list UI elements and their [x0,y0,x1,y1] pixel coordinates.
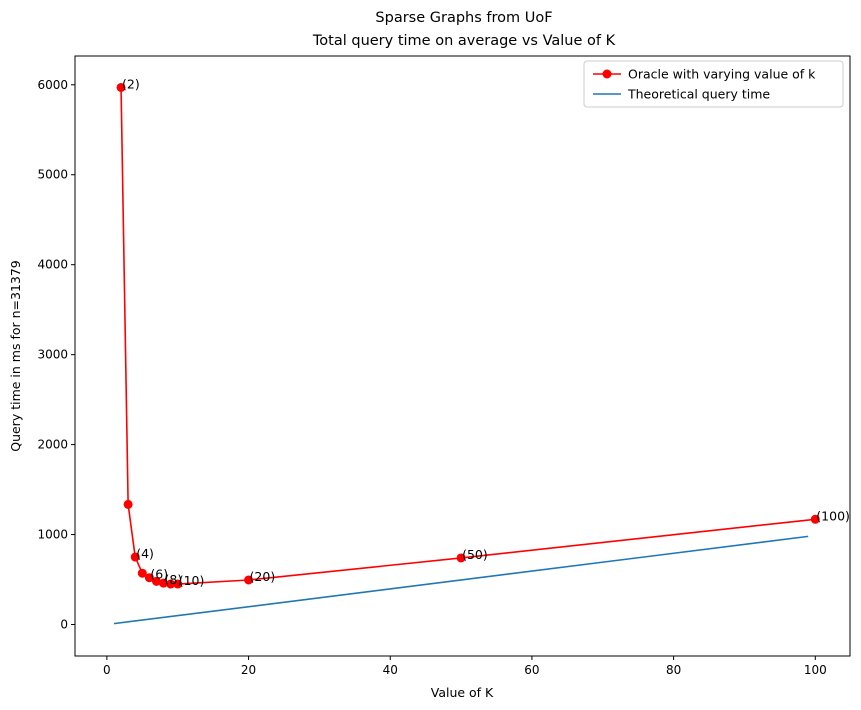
oracle-data-point [810,514,820,524]
oracle-data-point [144,573,154,583]
x-tick-label: 80 [666,663,681,677]
legend-label-theoretical: Theoretical query time [627,87,770,102]
point-annotation: (2) [122,76,140,91]
chart-subtitle: Total query time on average vs Value of … [312,33,616,49]
x-axis-label: Value of K [431,685,494,700]
x-tick-label: 40 [383,663,398,677]
oracle-data-point [130,552,140,562]
y-tick-label: 1000 [37,528,68,542]
legend: Oracle with varying value of k Theoretic… [583,60,844,108]
point-annotation: (8) [165,572,183,587]
oracle-data-point [166,579,176,589]
y-axis: 0 1000 2000 3000 4000 5000 6000 [37,78,75,632]
oracle-data-point [123,499,133,509]
x-tick-label: 0 [103,663,111,677]
y-tick-label: 6000 [37,78,68,92]
oracle-data-point [244,575,254,585]
point-annotation: (10) [179,573,205,588]
y-tick-label: 5000 [37,168,68,182]
y-axis-label: Query time in ms for n=31379 [8,260,23,452]
point-annotation: (20) [250,569,276,584]
oracle-series-line [120,87,816,585]
oracle-data-point [137,568,147,578]
legend-marker-oracle [602,69,612,79]
x-tick-label: 20 [241,663,256,677]
oracle-data-point [159,578,169,588]
y-tick-label: 2000 [37,438,68,452]
plot-frame [74,55,851,657]
oracle-data-point [456,553,466,563]
oracle-data-point [151,576,161,586]
x-tick-label: 100 [804,663,827,677]
y-tick-label: 4000 [37,258,68,272]
legend-label-oracle: Oracle with varying value of k [628,67,816,82]
x-axis: 0 20 40 60 80 100 [103,656,827,677]
point-annotation: (50) [462,547,488,562]
plot-area: (2) (4) (6)(8)(10) (20) (50) (100) [113,76,850,625]
chart-title: Sparse Graphs from UoF [375,10,552,26]
point-annotation: (6) [150,567,168,582]
y-tick-label: 3000 [37,348,68,362]
oracle-data-point [173,579,183,589]
x-tick-label: 60 [524,663,539,677]
legend-box [583,60,844,108]
point-annotation: (4) [136,546,154,561]
point-annotation: (100) [816,508,850,523]
oracle-data-point [116,82,126,92]
y-tick-label: 0 [60,618,68,632]
theoretical-series-line [113,535,809,625]
